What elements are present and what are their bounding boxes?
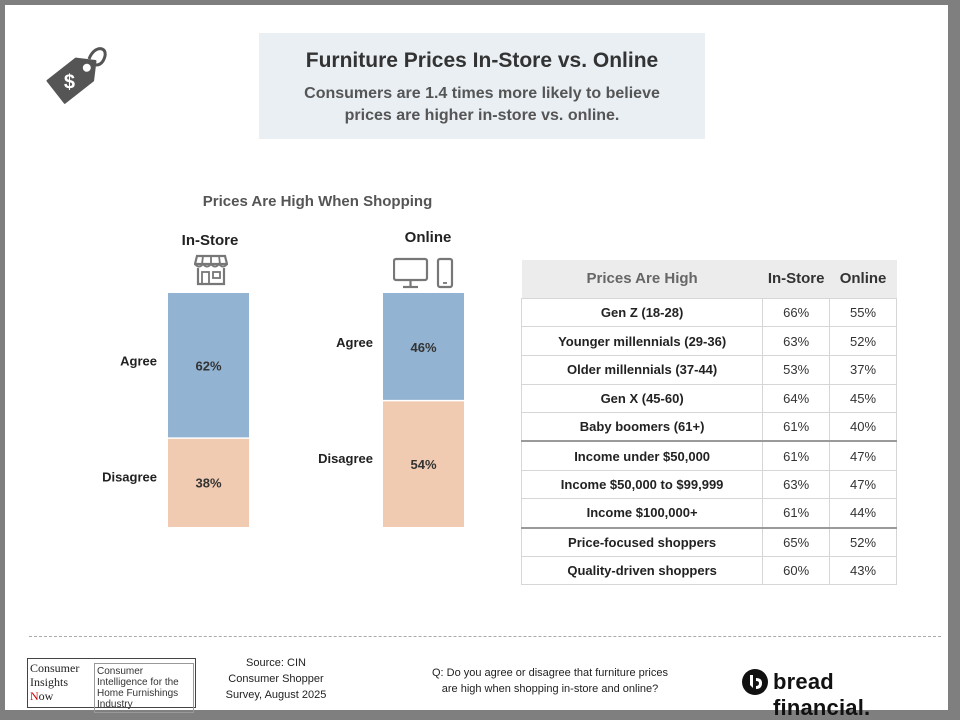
column-label-online: Online xyxy=(404,229,452,246)
cin-logo: Consumer Insights Now Consumer Intellige… xyxy=(27,658,196,713)
cin-logo-wordmark: Consumer Insights Now xyxy=(28,659,92,707)
row-label: Older millennials (37-44) xyxy=(520,354,764,385)
bread-logo-wordmark: bread financial. xyxy=(773,669,871,720)
slide: $ Furniture Prices In-Store vs. Online C… xyxy=(5,5,948,720)
cell-online: 40% xyxy=(829,412,897,442)
bread-financial-logo: bread financial. xyxy=(741,667,931,720)
row-label: Younger millennials (29-36) xyxy=(520,326,764,356)
cell-instore: 61% xyxy=(762,440,831,471)
table-header-prices-are-high: Prices Are High xyxy=(521,260,763,298)
cell-online: 44% xyxy=(829,498,897,528)
bar-disagree-in-store xyxy=(168,438,249,527)
table-row: Quality-driven shoppers 60% 43% xyxy=(520,555,897,586)
table-row: Baby boomers (61+) 61% 40% xyxy=(520,412,897,442)
cell-online: 55% xyxy=(829,297,897,328)
svg-text:$: $ xyxy=(64,71,75,93)
cell-instore: 60% xyxy=(762,555,831,586)
chart-title: Prices Are High When Shopping xyxy=(202,193,433,210)
row-label: Price-focused shoppers xyxy=(520,526,764,557)
row-label: Quality-driven shoppers xyxy=(520,555,764,586)
cin-logo-n: N xyxy=(30,689,39,703)
cell-instore: 65% xyxy=(762,526,831,557)
price-tag-dollar-icon: $ xyxy=(46,47,107,104)
page-subtitle: Consumers are 1.4 times more likely to b… xyxy=(304,85,660,124)
cin-logo-tagline: Consumer Intelligence for the Home Furni… xyxy=(94,663,194,713)
data-label-disagree-in-store: 38% xyxy=(195,476,221,491)
store-icon xyxy=(194,254,228,286)
cell-online: 43% xyxy=(829,555,897,586)
bar-disagree-online xyxy=(383,400,464,527)
cin-logo-ow: ow xyxy=(38,689,54,703)
cin-logo-line1: Consumer xyxy=(30,661,80,675)
table-row: Income under $50,000 61% 47% xyxy=(520,440,897,471)
cell-instore: 63% xyxy=(762,326,831,356)
cell-online: 45% xyxy=(829,383,897,414)
table-row: Price-focused shoppers 65% 52% xyxy=(520,526,897,557)
bar-agree-online xyxy=(383,293,464,401)
table-row: Younger millennials (29-36) 63% 52% xyxy=(520,326,897,356)
table-row: Income $50,000 to $99,999 63% 47% xyxy=(520,469,897,500)
data-label-disagree-online: 54% xyxy=(410,457,436,472)
question-line: are high when shopping in-store and onli… xyxy=(441,683,659,695)
cell-instore: 64% xyxy=(762,383,831,414)
column-label-instore: In-Store xyxy=(181,232,239,249)
row-label: Income $50,000 to $99,999 xyxy=(520,469,764,500)
bar-agree-in-store xyxy=(168,293,249,439)
cell-instore: 61% xyxy=(762,412,831,442)
segment-table: Prices Are High In-Store Online Gen Z (1… xyxy=(520,260,897,586)
cell-online: 47% xyxy=(829,440,897,471)
series-label-agree-in-store: Agree xyxy=(120,354,157,369)
table-header-instore: In-Store xyxy=(762,260,830,298)
source-note: Source: CIN Consumer Shopper Survey, Aug… xyxy=(211,655,341,703)
series-label-disagree-online: Disagree xyxy=(318,451,373,466)
row-label: Gen Z (18-28) xyxy=(520,297,764,328)
cell-online: 52% xyxy=(829,326,897,356)
table-row: Income $100,000+ 61% 44% xyxy=(520,498,897,528)
table-row: Older millennials (37-44) 53% 37% xyxy=(520,354,897,385)
table-row: Gen X (45-60) 64% 45% xyxy=(520,383,897,414)
footer-divider xyxy=(29,636,941,637)
series-label-disagree-in-store: Disagree xyxy=(102,470,157,485)
source-line: Survey, August 2025 xyxy=(225,689,327,701)
cell-instore: 63% xyxy=(762,469,831,500)
cell-online: 47% xyxy=(829,469,897,500)
row-label: Income under $50,000 xyxy=(520,440,764,471)
row-label: Gen X (45-60) xyxy=(520,383,764,414)
cell-online: 37% xyxy=(829,354,897,385)
cell-instore: 61% xyxy=(762,498,831,528)
data-label-agree-in-store: 62% xyxy=(195,359,221,374)
source-line: Source: CIN xyxy=(246,657,306,669)
table-header-online: Online xyxy=(829,260,897,298)
row-label: Baby boomers (61+) xyxy=(520,412,764,442)
row-label: Income $100,000+ xyxy=(520,498,764,528)
table-row: Gen Z (18-28) 66% 55% xyxy=(520,297,897,328)
headline-box: Furniture Prices In-Store vs. Online Con… xyxy=(259,33,705,139)
desktop-and-phone-icon xyxy=(393,257,454,289)
data-label-agree-online: 46% xyxy=(410,340,436,355)
series-label-agree-online: Agree xyxy=(336,335,373,350)
cell-online: 52% xyxy=(829,526,897,557)
cell-instore: 53% xyxy=(762,354,831,385)
table-header-row: Prices Are High In-Store Online xyxy=(521,260,897,298)
cell-instore: 66% xyxy=(762,297,831,328)
source-line: Consumer Shopper xyxy=(228,673,324,685)
page-title: Furniture Prices In-Store vs. Online xyxy=(305,49,659,72)
bread-logo-mark-icon xyxy=(742,669,768,695)
survey-question: Q: Do you agree or disagree that furnitu… xyxy=(405,665,695,697)
cin-logo-line2: Insights xyxy=(30,675,69,689)
cin-logo-line3: Now xyxy=(30,689,90,703)
question-line: Q: Do you agree or disagree that furnitu… xyxy=(431,667,668,679)
